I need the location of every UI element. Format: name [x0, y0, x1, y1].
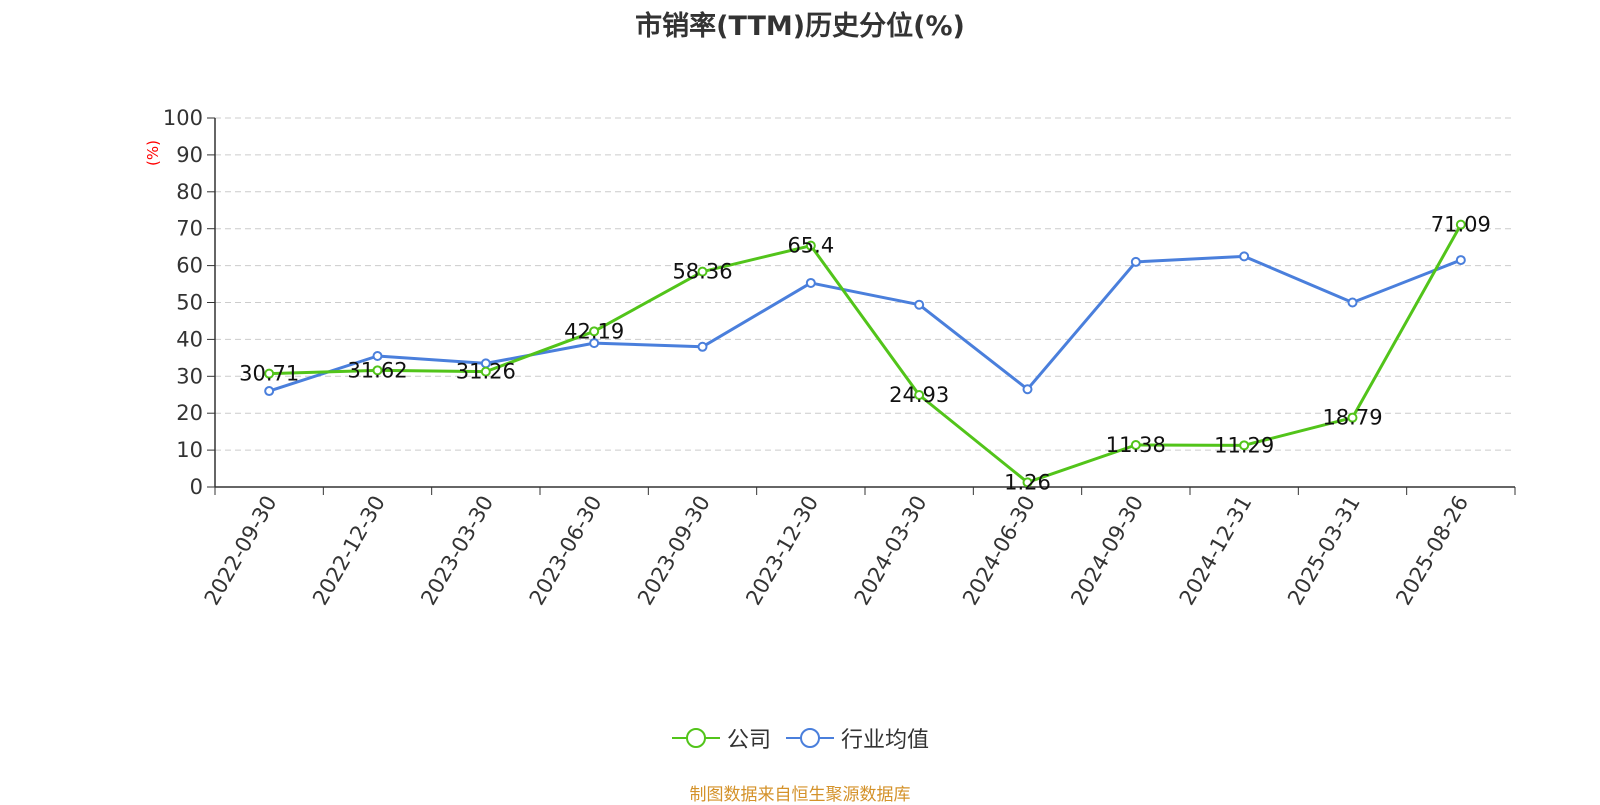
y-tick-label: 100 [163, 106, 203, 130]
x-tick-label: 2022-12-30 [308, 492, 390, 610]
series-lines [264, 219, 1466, 488]
data-label: 11.29 [1214, 433, 1274, 457]
legend-item-industry-average[interactable]: 行业均值 [785, 722, 929, 754]
data-point[interactable] [589, 338, 600, 349]
gridlines [215, 117, 1515, 451]
x-tick-label: 2023-03-30 [416, 492, 498, 610]
data-label: 30.71 [239, 362, 299, 386]
chart-title: 市销率(TTM)历史分位(%) [635, 11, 965, 42]
y-tick-label: 60 [176, 254, 203, 278]
data-label: 71.09 [1431, 213, 1491, 237]
data-point[interactable] [589, 326, 600, 337]
data-point[interactable] [1239, 440, 1250, 451]
data-point[interactable] [1239, 251, 1250, 262]
data-label: 18.79 [1322, 406, 1382, 430]
data-label: 58.36 [672, 260, 732, 284]
legend-item-company[interactable]: 公司 [671, 722, 771, 754]
data-point[interactable] [697, 341, 708, 352]
data-point[interactable] [480, 366, 491, 377]
data-label: 1.26 [1004, 470, 1051, 494]
data-point[interactable] [1022, 384, 1033, 395]
data-point[interactable] [1455, 255, 1466, 266]
y-axis-unit-label: (%) [144, 140, 162, 166]
x-tick-label: 2023-06-30 [525, 492, 607, 610]
data-point[interactable] [1347, 297, 1358, 308]
data-point[interactable] [914, 390, 925, 401]
y-tick-label: 10 [176, 438, 203, 462]
data-point[interactable] [1130, 440, 1141, 451]
data-label: 31.26 [456, 360, 516, 384]
x-tick-label: 2025-03-31 [1283, 492, 1365, 610]
y-tick-label: 50 [176, 291, 203, 315]
data-label: 65.4 [787, 234, 834, 258]
data-point[interactable] [805, 277, 816, 288]
x-tick-label: 2024-03-30 [850, 492, 932, 610]
x-tick-label: 2023-12-30 [741, 492, 823, 610]
y-tick-label: 80 [176, 180, 203, 204]
x-tick-label: 2023-09-30 [633, 492, 715, 610]
data-label: 11.38 [1106, 433, 1166, 457]
data-point[interactable] [914, 299, 925, 310]
data-point[interactable] [1455, 219, 1466, 230]
data-point[interactable] [805, 240, 816, 251]
data-source-note: 制图数据来自恒生聚源数据库 [689, 785, 911, 805]
data-point[interactable] [1347, 412, 1358, 423]
x-tick-label: 2025-08-26 [1391, 492, 1473, 610]
series-line-industry-average [268, 254, 1462, 393]
legend-line-circle-icon [671, 728, 720, 748]
x-tick-label: 2024-06-30 [958, 492, 1040, 610]
data-point[interactable] [372, 351, 383, 362]
data-point[interactable] [1022, 477, 1033, 488]
legend-label-company: 公司 [726, 728, 771, 753]
y-tick-label: 30 [176, 364, 203, 388]
y-tick-label: 20 [176, 401, 203, 425]
data-point[interactable] [264, 386, 275, 397]
data-point[interactable] [372, 365, 383, 376]
series-line-company [269, 223, 1463, 484]
data-point[interactable] [264, 368, 275, 379]
y-tick-label: 40 [176, 327, 203, 351]
y-tick-label: 90 [176, 143, 203, 167]
y-tick-label: 0 [190, 475, 203, 499]
x-tick-label: 2024-09-30 [1066, 492, 1148, 610]
data-point[interactable] [697, 266, 708, 277]
x-tick-label: 2024-12-31 [1175, 492, 1257, 610]
data-label: 31.62 [347, 358, 407, 382]
data-labels: 30.71 31.62 31.26 42.19 58.36 65.4 24.93 1.26 11… [239, 213, 1491, 495]
x-tick-label: 2022-09-30 [200, 492, 282, 610]
legend: 公司 行业均值 [0, 722, 1600, 754]
data-label: 24.93 [889, 383, 949, 407]
legend-label-industry-average: 行业均值 [841, 728, 930, 753]
legend-line-circle-icon [786, 728, 834, 748]
data-point[interactable] [1130, 256, 1141, 267]
y-tick-label: 70 [176, 217, 203, 241]
data-label: 42.19 [564, 319, 624, 343]
